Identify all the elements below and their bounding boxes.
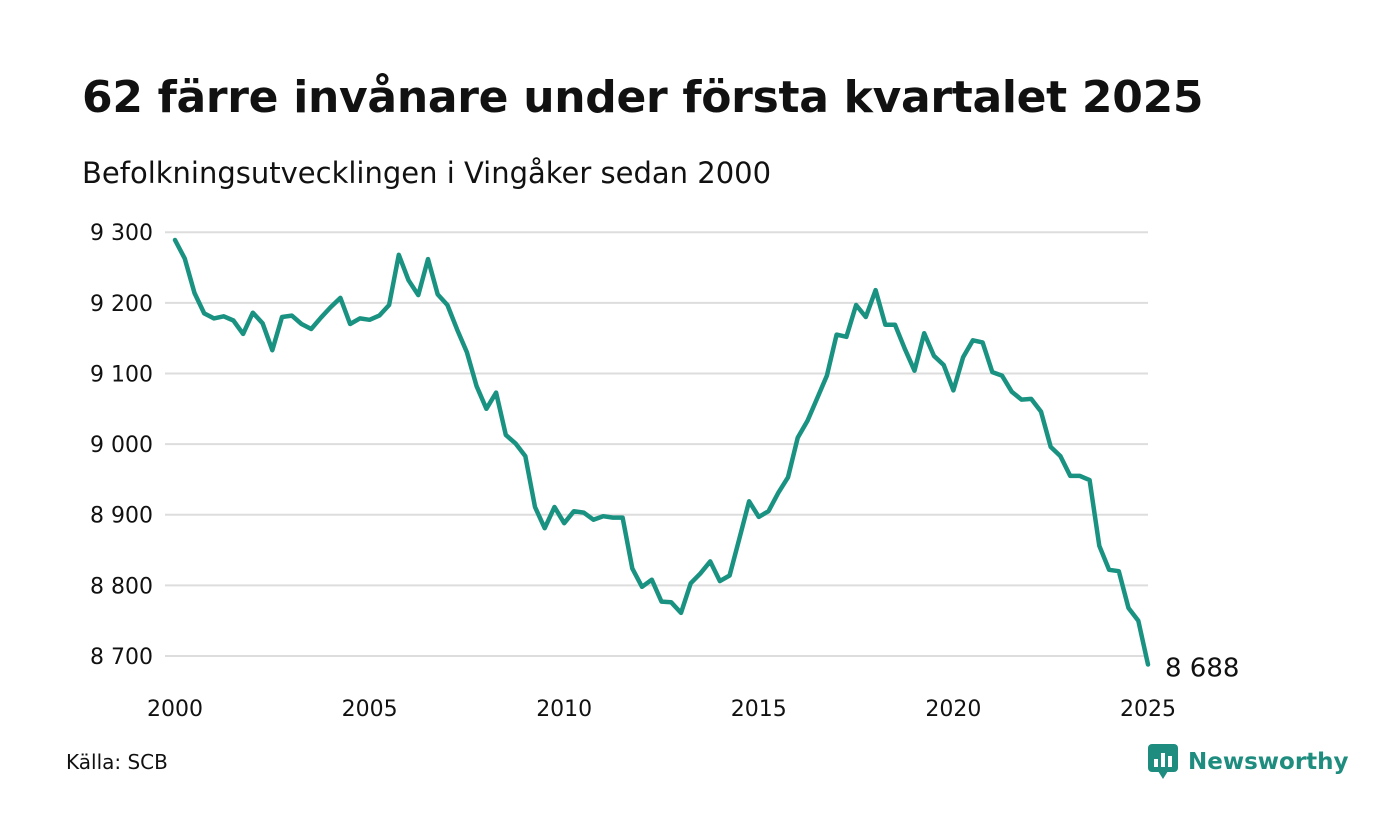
y-tick-label: 9 000 [90,433,153,458]
x-tick-label: 2025 [1120,697,1176,722]
y-tick-label: 9 100 [90,362,153,387]
x-tick-label: 2005 [342,697,398,722]
x-tick-label: 2015 [731,697,787,722]
chart-title: 62 färre invånare under första kvartalet… [82,72,1204,123]
chart-subtitle: Befolkningsutvecklingen i Vingåker sedan… [82,156,772,190]
brand-logo: Newsworthy [1148,744,1349,780]
data-labels: 8 688 [1165,653,1239,683]
y-axis: 8 700 8 800 8 900 9 000 9 100 9 200 9 300 [90,221,153,670]
series-group [172,237,1151,667]
y-tick-label: 8 900 [90,504,153,529]
y-tick-label: 9 300 [90,221,153,246]
brand-name: Newsworthy [1188,749,1349,775]
y-tick-label: 8 700 [90,645,153,670]
y-tick-label: 8 800 [90,574,153,599]
x-tick-label: 2020 [925,697,981,722]
source-note: Källa: SCB [66,750,168,774]
x-tick-label: 2000 [147,697,203,722]
grid-lines [165,231,1148,657]
end-value-label: 8 688 [1165,653,1239,683]
x-tick-label: 2010 [536,697,592,722]
y-tick-label: 9 200 [90,292,153,317]
x-axis: 2000 2005 2010 2015 2020 2025 [147,697,1176,722]
chart-bubble-icon [1148,744,1178,779]
series-line [172,237,1151,667]
